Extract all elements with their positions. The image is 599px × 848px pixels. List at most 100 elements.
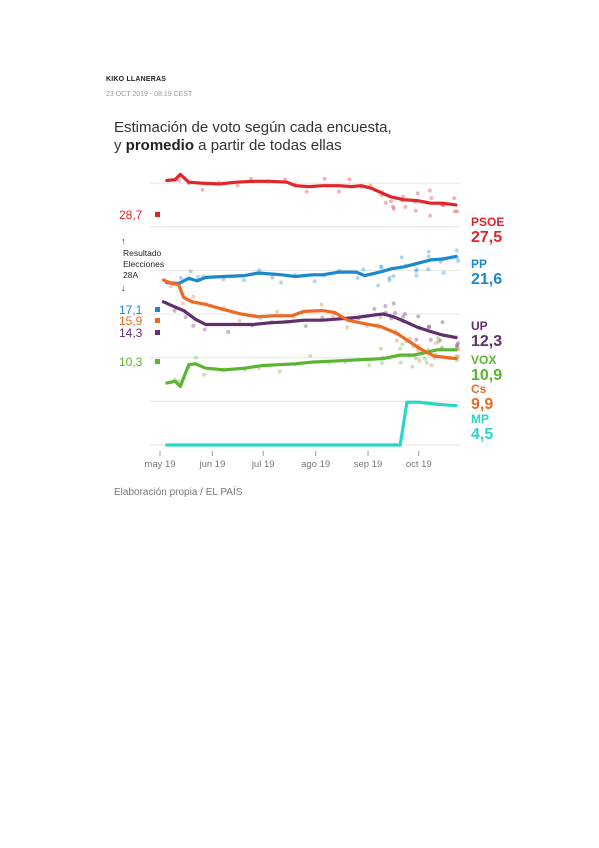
poll-dot-up-5-0 [226,329,231,334]
series-line-vox [165,348,458,389]
poll-dot-up-18-0 [426,325,431,330]
series-line-psoe [165,172,458,207]
poll-dot-up-20-0 [454,344,459,349]
poll-dot-cs-13-0 [330,314,335,319]
party-latest-up: 12,3 [471,333,502,350]
election-value-vox: 10,3 [119,355,143,369]
note-line-0: Resultado [123,248,162,258]
poll-dot-vox-5-0 [201,372,206,377]
poll-dot-pp-21-2 [441,270,446,275]
party-name-psoe: PSOE [471,215,504,229]
publish-timestamp: 23 OCT 2019 - 08:19 CEST [106,91,193,98]
poll-dot-pp-7-0 [257,268,262,273]
poll-dot-up-16-0 [401,314,406,319]
note-line-1: Elecciones [123,259,164,269]
poll-dot-up-15-0 [393,310,398,315]
poll-dot-psoe-19-0 [403,204,408,209]
poll-dot-vox-15-2 [379,360,384,365]
party-name-pp: PP [471,257,487,271]
poll-dot-psoe-17-0 [383,200,388,205]
poll-dot-cs-9-0 [275,309,280,314]
note-arrow-up: ↑ [121,236,126,246]
party-latest-mp: 4,5 [471,426,493,443]
poll-dot-vox-11-0 [308,353,313,358]
poll-dot-vox-19-2 [436,339,441,344]
poll-dot-pp-17-0 [391,274,396,279]
election-value-up: 14,3 [119,326,143,340]
poll-dot-pp-22-1 [456,258,461,263]
poll-dot-psoe-13-0 [337,189,342,194]
poll-dot-psoe-23-1 [452,196,457,201]
poll-dot-pp-19-2 [414,268,419,273]
election-value-cs: 15,9 [119,314,143,328]
x-tick-label-4: sep 19 [354,459,383,470]
x-tick-label-0: may 19 [144,459,175,470]
title-line-2-post: a partir de todas ellas [194,137,342,154]
party-latest-pp: 21,6 [471,271,502,288]
poll-dot-cs-14-0 [345,325,350,330]
series-line-up [161,300,458,340]
poll-dot-cs-17-1 [394,338,399,343]
poll-dot-psoe-23-2 [455,209,460,214]
note-line-2: 28A [123,270,138,280]
poll-dot-up-13-0 [372,306,377,311]
poll-dot-vox-9-0 [277,369,282,374]
poll-dot-vox-19-1 [435,336,440,341]
poll-dot-pp-6-0 [242,278,247,283]
poll-dot-cs-20-1 [433,341,438,346]
election-value-pp: 17,1 [119,303,143,317]
poll-dot-pp-22-2 [454,248,459,253]
author-byline: KIKO LLANERAS [106,76,167,83]
poll-dot-pp-3-0 [195,274,200,279]
party-latest-psoe: 27,5 [471,229,502,246]
party-latest-vox: 10,9 [471,367,502,384]
series-line-pp [165,254,458,286]
poll-dot-up-2-0 [183,315,188,320]
poll-dot-vox-4-0 [193,355,198,360]
poll-dot-up-15-2 [391,301,396,306]
poll-dot-psoe-11-0 [304,189,309,194]
party-name-vox: VOX [471,353,496,367]
poll-dot-pp-5-0 [221,277,226,282]
poll-dot-vox-18-0 [424,360,429,365]
poll-dot-pp-20-0 [426,249,431,254]
poll-dot-pp-19-0 [415,267,420,272]
poll-dot-psoe-18-0 [391,204,396,209]
party-latest-cs: 9,9 [471,396,493,413]
poll-dot-psoe-12-0 [322,176,327,181]
poll-dot-psoe-18-1 [388,199,393,204]
poll-dot-vox-16-0 [398,346,403,351]
title-line-2-pre: y [114,137,126,154]
poll-dot-up-16-1 [402,312,407,317]
party-name-up: UP [471,319,488,333]
election-marker-pp [155,307,160,312]
x-tick-label-2: jul 19 [251,459,275,470]
election-marker-cs [155,318,160,323]
poll-dot-pp-11-0 [312,279,317,284]
poll-dot-vox-17-2 [410,364,415,369]
poll-dot-cs-19-2 [417,358,422,363]
poll-dot-pp-16-0 [376,283,381,288]
poll-dot-pp-8-0 [270,275,275,280]
poll-dot-pp-9-0 [279,280,284,285]
poll-dot-cs-16-0 [378,315,383,320]
poll-dot-pp-16-1 [378,264,383,269]
poll-dot-up-18-2 [428,337,433,342]
poll-dot-psoe-4-0 [200,187,205,192]
title-line-2: y promedio a partir de todas ellas [114,137,392,155]
election-marker-vox [155,359,160,364]
poll-dot-psoe-20-1 [413,208,418,213]
poll-dot-psoe-21-1 [429,196,434,201]
poll-dot-pp-18-1 [399,255,404,260]
poll-dot-psoe-23-0 [452,209,457,214]
poll-dot-psoe-21-0 [428,213,433,218]
poll-dot-psoe-6-0 [235,183,240,188]
poll-dot-cs-3-0 [181,301,186,306]
title-line-2-bold: promedio [125,137,195,154]
poll-dot-vox-16-2 [400,342,405,347]
poll-dot-cs-4-0 [191,294,196,299]
poll-dot-up-19-0 [438,338,443,343]
poll-dot-vox-18-2 [422,356,427,361]
chart-title: Estimación de voto según cada encuesta, … [114,119,392,155]
